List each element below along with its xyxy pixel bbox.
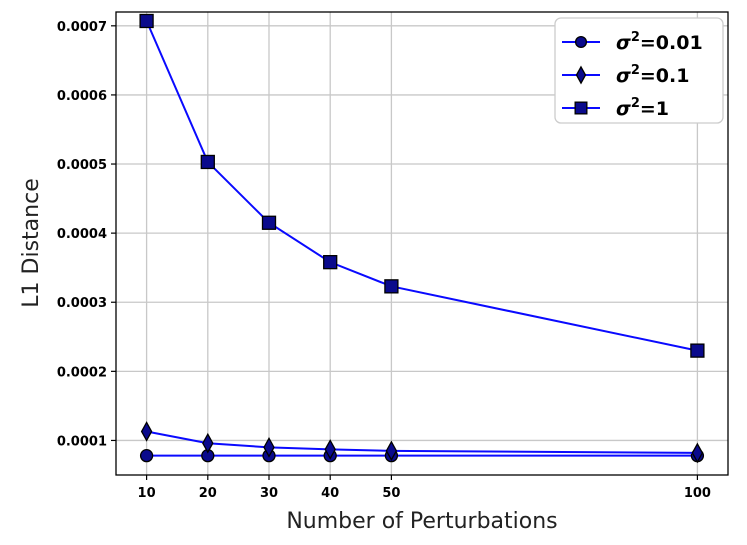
legend-value: =0.01 [640, 32, 703, 54]
square-marker [261, 215, 277, 230]
legend-label: σ2=1 [616, 96, 669, 120]
y-axis: 0.0001 0.0002 0.0003 0.0004 0.0005 0.0006 0.00… [57, 20, 116, 449]
plot-frame [115, 11, 729, 476]
square-marker [690, 343, 705, 358]
legend-entry: σ2=0.01 [562, 30, 703, 54]
x-tick-label: 50 [382, 486, 400, 501]
legend-superscript: 2 [631, 30, 640, 45]
legend-symbol: σ [616, 32, 631, 54]
diamond-marker [575, 65, 587, 85]
y-tick-label: 0.0006 [57, 89, 107, 104]
y-tick-label: 0.0007 [57, 20, 107, 35]
diamond-marker [385, 440, 398, 462]
x-tick-label: 30 [260, 486, 278, 501]
legend-symbol: σ [616, 98, 631, 120]
square-marker [323, 255, 338, 270]
y-tick-label: 0.0002 [57, 365, 107, 380]
square-marker [200, 154, 215, 170]
diamond-marker [324, 439, 336, 460]
circle-marker [574, 35, 588, 49]
diamond-marker [140, 421, 153, 442]
series-square [139, 13, 705, 358]
legend-box [554, 17, 724, 124]
square-marker [384, 279, 399, 294]
legend-superscript: 2 [631, 63, 640, 78]
diamond-marker [691, 442, 704, 464]
x-tick-label: 20 [199, 486, 217, 501]
legend-entry: σ2=0.1 [562, 63, 689, 87]
legend-label: σ2=0.01 [616, 30, 703, 54]
legend-entry: σ2=1 [562, 96, 669, 120]
square-marker [574, 101, 588, 115]
y-tick-label: 0.0003 [57, 296, 107, 311]
square-marker [139, 13, 154, 29]
legend-superscript: 2 [631, 96, 640, 111]
x-tick-label: 40 [321, 486, 339, 501]
x-axis: 10 20 30 40 50 100 [138, 475, 711, 501]
diamond-marker [263, 437, 275, 458]
x-tick-label: 10 [138, 486, 156, 501]
series-line [145, 20, 698, 352]
circle-marker [139, 449, 154, 463]
y-tick-label: 0.0001 [57, 434, 107, 449]
legend-symbol: σ [616, 65, 631, 87]
y-tick-label: 0.0004 [57, 227, 107, 242]
y-axis-title: L1 Distance [19, 178, 44, 307]
legend-label: σ2=0.1 [616, 63, 689, 87]
series-layer [139, 13, 705, 464]
series-line [146, 430, 698, 454]
legend-value: =0.1 [640, 65, 690, 87]
y-tick-label: 0.0005 [57, 158, 107, 173]
series-diamond [140, 421, 704, 464]
x-axis-title: Number of Perturbations [286, 509, 557, 534]
legend-value: =1 [640, 98, 669, 120]
diamond-marker [202, 432, 214, 454]
x-tick-label: 100 [684, 486, 711, 501]
